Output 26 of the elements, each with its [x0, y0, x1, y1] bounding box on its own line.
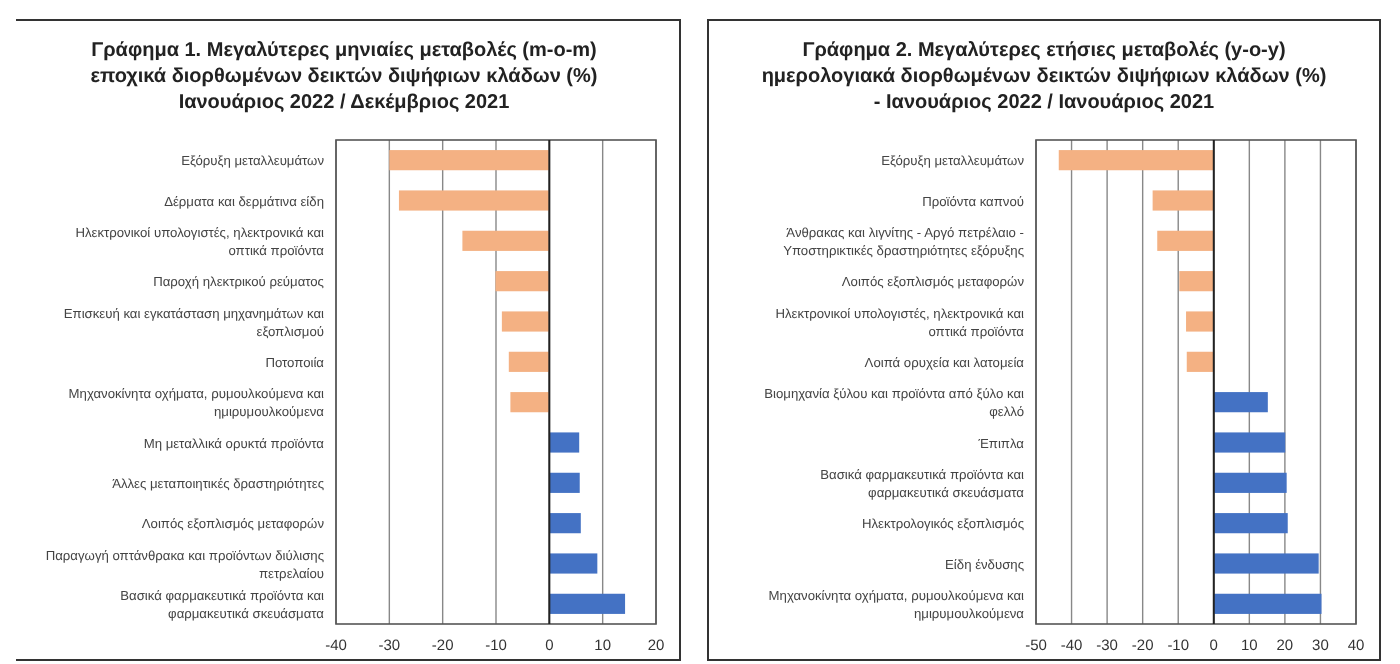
chart-title: Γράφημα 1. Μεγαλύτερες μηνιαίες μεταβολές (m-o-m) εποχικά διορθωμένων δεικτών διψήφιων κλάδων (%) Ιανουάριος 2022 / Δεκέμβριος 2021 — [90, 40, 598, 114]
bar — [495, 271, 550, 292]
bar — [1186, 311, 1214, 332]
bar — [462, 230, 550, 251]
bar — [501, 311, 550, 332]
bar — [549, 472, 580, 493]
bar — [508, 351, 550, 372]
bar — [1213, 392, 1268, 413]
bar — [398, 190, 550, 211]
bar — [1213, 553, 1319, 574]
chart-title: Γράφημα 2. Μεγαλύτερες ετήσιες μεταβολές (y-o-y) ημερολογιακά διορθωμένων δεικτών διψήφιων κλάδων (%) - Ιανουάριος 2022 / Ιανουάριος 2021 — [761, 40, 1327, 114]
bar — [549, 553, 598, 574]
bar — [389, 150, 550, 171]
bar — [1058, 150, 1214, 171]
bar — [1179, 271, 1214, 292]
bar — [510, 392, 550, 413]
bar — [1213, 513, 1288, 534]
bar — [1213, 472, 1287, 493]
bar — [549, 513, 581, 534]
bar — [1157, 230, 1214, 251]
bar — [1186, 351, 1214, 372]
bar — [549, 593, 626, 614]
bar — [549, 432, 580, 453]
bar — [1213, 593, 1322, 614]
bar — [1213, 432, 1286, 453]
bar — [1152, 190, 1214, 211]
